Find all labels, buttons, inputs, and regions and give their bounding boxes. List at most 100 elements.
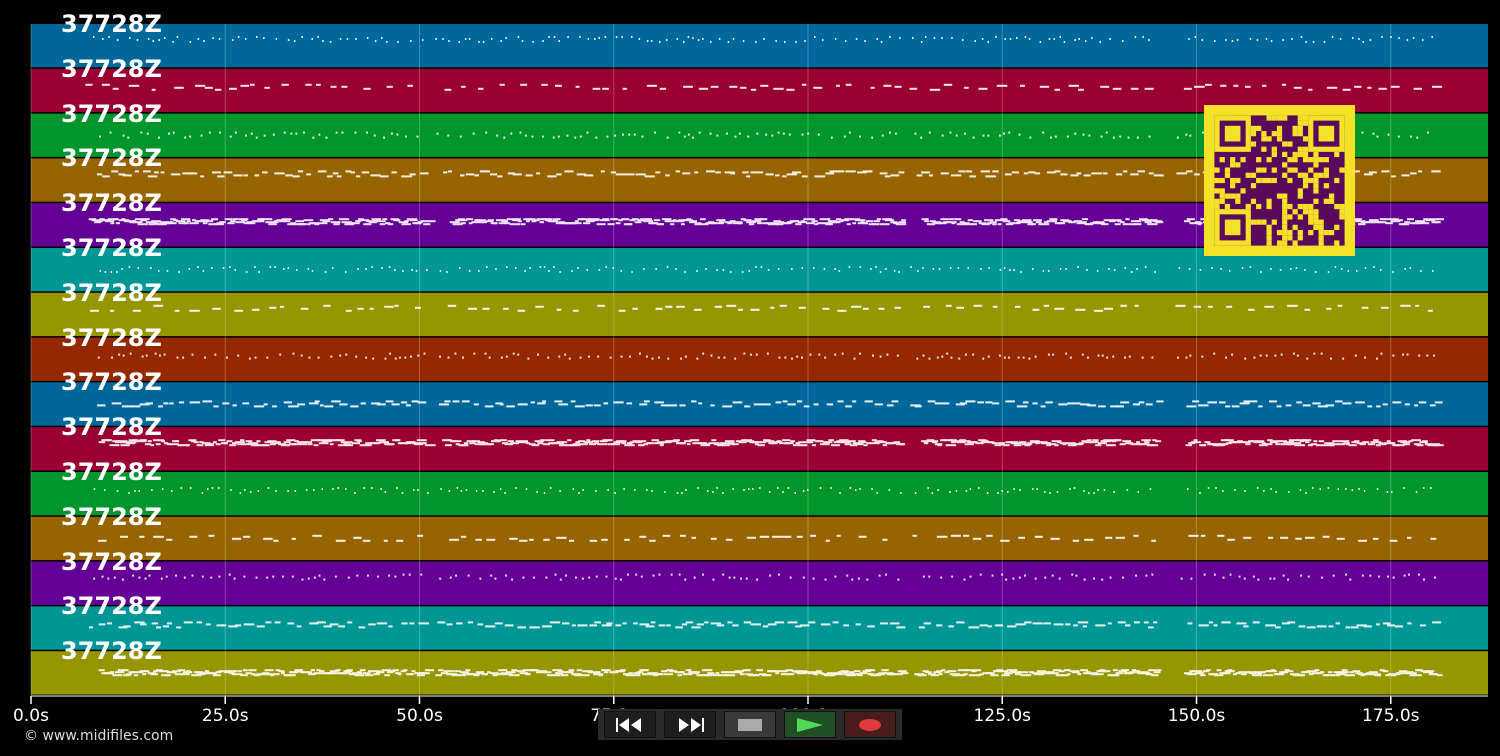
note (1205, 83, 1212, 86)
note (843, 624, 849, 627)
note (1225, 405, 1231, 408)
note (531, 444, 540, 447)
note (1436, 674, 1443, 677)
note (932, 268, 935, 270)
note (1305, 492, 1307, 494)
note (482, 307, 490, 310)
note (219, 131, 221, 134)
note (237, 36, 240, 38)
note (882, 538, 888, 541)
note (930, 674, 939, 677)
note (1342, 402, 1352, 405)
note (734, 135, 737, 138)
note (771, 134, 774, 137)
note (273, 539, 279, 542)
note (836, 84, 840, 87)
record-button[interactable] (844, 711, 896, 738)
note (1054, 307, 1065, 310)
note (722, 269, 725, 271)
note (1401, 174, 1410, 177)
note (1288, 439, 1299, 442)
note (152, 40, 154, 42)
note (1293, 86, 1302, 89)
note (146, 132, 149, 135)
note (777, 131, 780, 134)
note (153, 535, 164, 538)
note (871, 136, 874, 139)
note (172, 670, 181, 673)
stop-button[interactable] (724, 711, 776, 738)
track-notes (93, 573, 1436, 581)
note (1054, 170, 1061, 173)
note (461, 444, 469, 447)
note (283, 131, 286, 134)
note (118, 626, 128, 629)
note (115, 222, 120, 225)
note (691, 626, 701, 629)
note (797, 672, 807, 675)
note (1371, 221, 1376, 224)
note (1101, 354, 1104, 357)
note (710, 41, 712, 43)
note (559, 578, 562, 581)
note (847, 440, 856, 443)
note (1201, 355, 1204, 358)
note (778, 221, 785, 224)
note (1352, 218, 1362, 221)
note (1203, 573, 1206, 576)
note (1436, 218, 1445, 221)
note (629, 355, 631, 358)
note (1363, 625, 1372, 628)
note (858, 535, 867, 538)
note (1407, 536, 1412, 539)
note (202, 442, 211, 445)
note (99, 270, 101, 272)
note (924, 220, 929, 223)
note (1199, 269, 1202, 271)
note (802, 576, 805, 579)
rewind-button[interactable] (604, 711, 656, 738)
note (506, 671, 516, 674)
note (1115, 405, 1124, 408)
note (313, 489, 315, 491)
fast-forward-button[interactable] (664, 711, 716, 738)
note (689, 439, 698, 442)
note (748, 488, 750, 490)
note (228, 573, 231, 576)
note (140, 623, 147, 626)
note (98, 441, 105, 444)
note (1365, 441, 1370, 444)
note (1407, 218, 1414, 221)
note (928, 131, 931, 134)
note (1373, 537, 1379, 540)
note (231, 673, 236, 676)
note (740, 218, 746, 221)
note (93, 488, 96, 490)
note (945, 304, 952, 307)
note (1405, 443, 1411, 446)
note (852, 222, 857, 225)
tick-label: 125.0s (973, 706, 1032, 726)
note (1016, 405, 1028, 408)
note (1267, 439, 1273, 442)
note (1391, 175, 1396, 178)
note (176, 626, 182, 629)
play-icon (797, 717, 823, 732)
note (287, 490, 289, 492)
note (196, 621, 203, 624)
note (1130, 173, 1139, 176)
note (807, 489, 809, 491)
note (710, 537, 717, 540)
note (243, 623, 255, 626)
note (519, 672, 529, 675)
note (896, 354, 899, 357)
note (222, 267, 225, 269)
note (407, 84, 413, 87)
note (988, 267, 990, 269)
note (400, 401, 408, 404)
play-button[interactable] (784, 711, 836, 738)
note (772, 670, 779, 673)
note (1262, 674, 1273, 677)
note (1358, 539, 1367, 542)
note (250, 83, 255, 86)
